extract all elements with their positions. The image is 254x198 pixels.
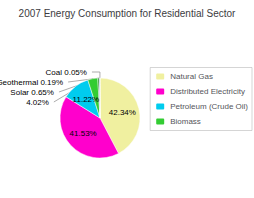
svg-text:2007 Energy Consumption for Re: 2007 Energy Consumption for Residential …	[19, 8, 236, 19]
svg-text:41.53%: 41.53%	[70, 129, 97, 138]
svg-text:Natural Gas: Natural Gas	[170, 72, 213, 81]
svg-text:Geothermal 0.19%: Geothermal 0.19%	[0, 78, 63, 87]
svg-text:11.22%: 11.22%	[73, 95, 100, 104]
svg-text:Petroleum (Crude Oil): Petroleum (Crude Oil)	[170, 102, 248, 111]
svg-text:4.02%: 4.02%	[26, 98, 49, 107]
svg-text:Biomass: Biomass	[170, 117, 201, 126]
svg-text:42.34%: 42.34%	[109, 108, 136, 117]
svg-text:Coal 0.05%: Coal 0.05%	[46, 68, 87, 77]
svg-text:Distributed Electricity: Distributed Electricity	[170, 87, 245, 96]
svg-text:Solar 0.65%: Solar 0.65%	[10, 88, 54, 97]
